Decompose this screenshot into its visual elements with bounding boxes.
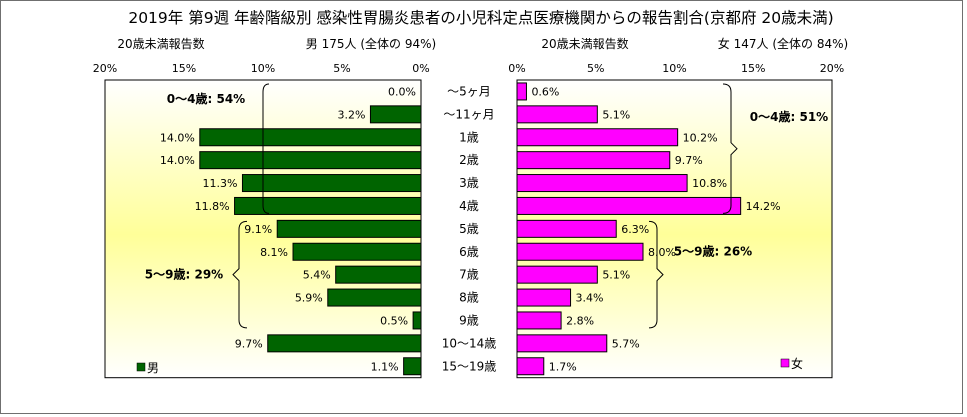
right-bracket-5-9: [648, 220, 664, 329]
right-subtitle-total: 女 147人 (全体の 84%): [718, 36, 848, 51]
male-value-label: 3.2%: [337, 108, 365, 121]
male-value-label: 5.9%: [295, 292, 323, 305]
male-value-label: 11.3%: [203, 177, 238, 190]
male-bar: [234, 196, 422, 215]
right-x-tick-label: 5%: [587, 62, 604, 75]
left-x-tick-label: 5%: [333, 62, 350, 75]
female-bar: [516, 311, 562, 330]
right-x-tick-label: 20%: [820, 62, 844, 75]
right-x-tick-label: 10%: [662, 62, 686, 75]
left-subtitle-count: 20歳未満報告数: [117, 36, 204, 51]
female-value-label: 2.8%: [566, 314, 594, 327]
age-category-label: 4歳: [459, 199, 479, 213]
male-value-label: 14.0%: [160, 154, 195, 167]
male-value-label: 11.8%: [195, 200, 230, 213]
age-category-label: 7歳: [459, 268, 479, 282]
right-bracket-0-4: [722, 83, 738, 214]
male-value-label: 9.1%: [244, 223, 272, 236]
left-annotation-5-9: 5～9歳: 29%: [145, 267, 223, 282]
age-category-label: ～11ヶ月: [443, 107, 494, 121]
male-bar: [276, 219, 422, 238]
female-bar: [516, 82, 527, 101]
female-value-label: 6.3%: [621, 223, 649, 236]
chart-title: 2019年 第9週 年齢階級別 感染性胃腸炎患者の小児科定点医療機関からの報告割…: [128, 9, 833, 27]
age-category-label: 6歳: [459, 245, 479, 259]
female-bar: [516, 128, 679, 147]
male-value-label: 0.0%: [388, 85, 416, 98]
female-legend-swatch: [780, 358, 790, 368]
left-annotation-0-4: 0～4歳: 54%: [167, 91, 245, 106]
male-value-label: 1.1%: [371, 360, 399, 373]
male-bar: [327, 288, 422, 307]
left-x-tick-label: 0%: [412, 62, 429, 75]
female-bar: [516, 265, 598, 284]
female-value-label: 5.1%: [602, 108, 630, 121]
male-bar: [199, 128, 422, 147]
male-bar: [292, 242, 422, 261]
male-bar: [267, 334, 422, 353]
right-annotation-5-9: 5～9歳: 26%: [674, 243, 752, 258]
female-bar: [516, 105, 598, 124]
male-bar: [199, 151, 422, 170]
female-value-label: 9.7%: [675, 154, 703, 167]
female-bar: [516, 334, 608, 353]
female-bar: [516, 174, 688, 193]
male-legend-swatch: [136, 362, 146, 372]
female-value-label: 8.0%: [648, 246, 676, 259]
female-legend-label: 女: [791, 356, 803, 371]
age-category-label: 3歳: [459, 176, 479, 190]
left-subtitle-total: 男 175人 (全体の 94%): [306, 36, 436, 51]
age-category-label: 9歳: [459, 313, 479, 327]
left-bracket-5-9: [232, 220, 248, 329]
age-category-label: 8歳: [459, 291, 479, 305]
female-value-label: 10.8%: [692, 177, 727, 190]
male-bar: [369, 105, 422, 124]
female-bar: [516, 242, 644, 261]
left-x-tick-label: 10%: [251, 62, 275, 75]
female-value-label: 1.7%: [549, 360, 577, 373]
age-category-label: 5歳: [459, 222, 479, 236]
male-value-label: 14.0%: [160, 131, 195, 144]
right-x-tick-label: 0%: [508, 62, 525, 75]
female-value-label: 5.1%: [602, 269, 630, 282]
male-value-label: 8.1%: [260, 246, 288, 259]
male-bar: [412, 311, 422, 330]
age-category-label: 2歳: [459, 153, 479, 167]
female-value-label: 5.7%: [612, 337, 640, 350]
age-category-label: 10～14歳: [442, 336, 497, 350]
female-bar: [516, 357, 545, 376]
age-category-label: 1歳: [459, 130, 479, 144]
female-bar: [516, 196, 742, 215]
right-x-tick-label: 15%: [741, 62, 765, 75]
age-category-label: ～5ヶ月: [447, 84, 491, 98]
age-category-label: 15～19歳: [442, 359, 497, 373]
female-value-label: 14.2%: [746, 200, 781, 213]
female-bar: [516, 151, 671, 170]
left-bracket-0-4: [262, 83, 270, 214]
male-value-label: 0.5%: [380, 314, 408, 327]
male-bar: [403, 357, 422, 376]
male-value-label: 5.4%: [303, 269, 331, 282]
right-annotation-0-4: 0～4歳: 51%: [750, 109, 828, 124]
male-bar: [335, 265, 422, 284]
female-value-label: 0.6%: [531, 85, 559, 98]
female-bar: [516, 219, 617, 238]
right-subtitle-count: 20歳未満報告数: [541, 36, 628, 51]
male-legend-label: 男: [147, 361, 159, 375]
female-value-label: 10.2%: [683, 131, 718, 144]
left-x-tick-label: 20%: [93, 62, 117, 75]
left-x-tick-label: 15%: [172, 62, 196, 75]
male-value-label: 9.7%: [235, 337, 263, 350]
female-bar: [516, 288, 572, 307]
male-bar: [241, 174, 422, 193]
female-value-label: 3.4%: [576, 292, 604, 305]
